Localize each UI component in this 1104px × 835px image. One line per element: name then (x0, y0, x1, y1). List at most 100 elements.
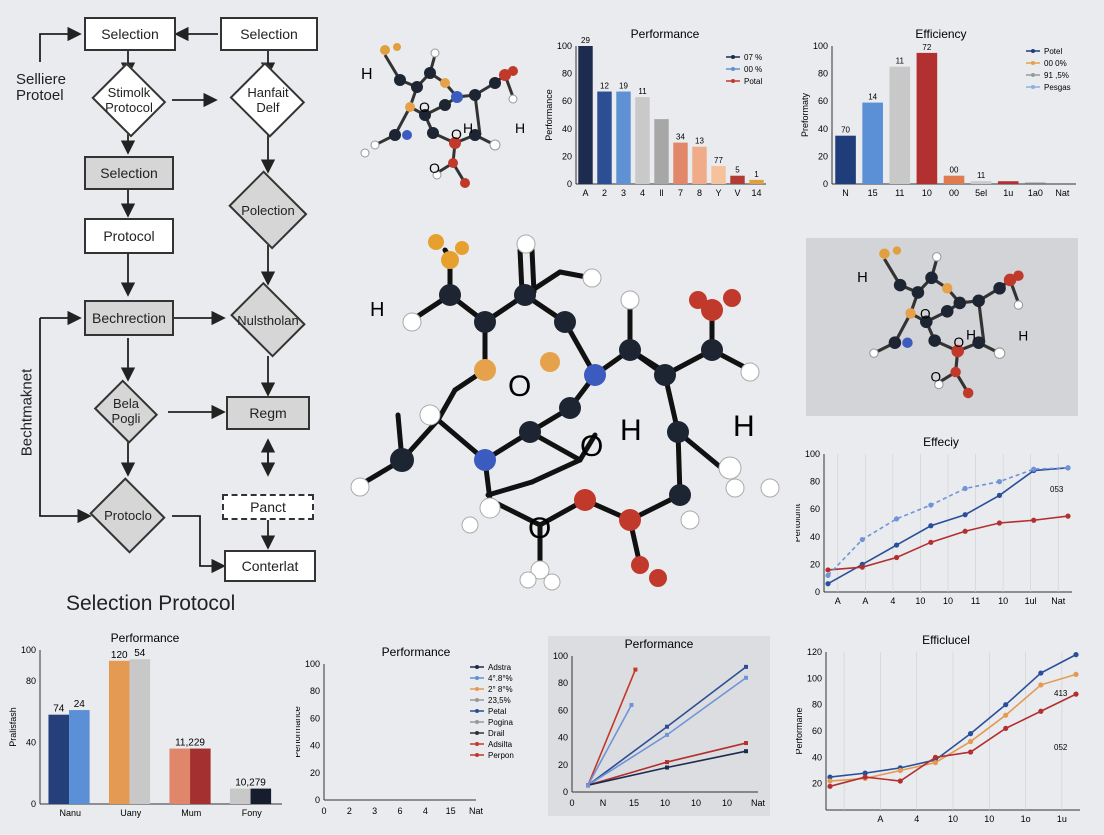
x-tick-label: A (582, 188, 588, 198)
y-tick-label: 0 (567, 179, 572, 189)
x-tick-label: V (734, 188, 740, 198)
molecule-small-top: H H H O O O (360, 43, 525, 188)
y-tick-label: 80 (558, 678, 568, 688)
flow-node-selection-2: Selection (220, 17, 318, 51)
legend-marker (1031, 85, 1035, 89)
x-tick-label: 10 (915, 596, 925, 606)
small-mol-h3: H (515, 120, 525, 136)
series-point (928, 539, 934, 545)
y-tick-label: 40 (558, 733, 568, 743)
legend-marker (731, 55, 735, 59)
y-tick-label: 80 (810, 477, 820, 487)
x-tick-label: 5el (975, 188, 987, 198)
y-axis-label: Preformaty (800, 92, 810, 137)
y-tick-label: 20 (558, 760, 568, 770)
x-tick-label: N (842, 188, 849, 198)
x-tick-label: 7 (678, 188, 683, 198)
x-tick-label: 0 (321, 806, 326, 816)
series-line-a (827, 467, 1069, 585)
legend-entry: Adstra (488, 663, 512, 672)
bar (970, 181, 992, 184)
series-point (893, 554, 900, 561)
series-point (1038, 708, 1044, 714)
series-point (744, 664, 748, 669)
flow-node-protoclo-label: Protoclo (104, 507, 152, 523)
series-point (825, 572, 831, 579)
flow-node-selection-3: Selection (84, 156, 174, 190)
bar (108, 660, 130, 804)
bar (578, 46, 593, 184)
legend-marker (1031, 73, 1035, 77)
x-tick-label: 15 (446, 806, 456, 816)
flow-node-protoclo: Protoclo (82, 474, 174, 556)
series-point (744, 675, 748, 680)
series-point (932, 760, 939, 766)
x-tick-label: 0 (569, 798, 574, 808)
y-tick-label: 60 (562, 96, 572, 106)
y-axis-label: Performane (796, 707, 804, 754)
x-tick-label: 4 (640, 188, 645, 198)
legend-entry: 00 % (744, 65, 762, 74)
y-tick-label: 20 (310, 768, 320, 778)
series-point (893, 542, 900, 548)
series-point (1003, 712, 1009, 718)
legend-entry: 91 ,5% (1044, 71, 1069, 80)
series-point (932, 754, 939, 760)
series-point (967, 738, 974, 745)
chart-efficiency-top: Efficiency 0 20 40 60 80 100 Preformaty 70 14 11 72… (796, 22, 1086, 202)
series-line-b (827, 515, 1069, 571)
bar-data-label: 12 (600, 82, 609, 91)
legend-entry: Adsilta (488, 740, 513, 749)
y-tick-label: 0 (815, 587, 820, 597)
bar (169, 748, 191, 804)
x-tick-label: 3 (621, 188, 626, 198)
bar-data-label: 5 (735, 166, 740, 175)
flow-node-panct: Panct (222, 494, 314, 520)
bar (916, 52, 938, 185)
flowchart: Selection Selection Stimolk Protocol Han… (0, 0, 340, 620)
x-tick-label: Uany (120, 808, 142, 818)
chart-efficiency-bottom: Efficlucel 20 40 60 80 100 120 Performane A 4 10 10… (794, 628, 1096, 830)
series-line-e (587, 669, 637, 786)
legend-entry: Perpon (488, 751, 514, 760)
bar-data-label: 13 (695, 137, 704, 146)
legend-marker (475, 687, 479, 691)
x-tick-label: ll (660, 188, 664, 198)
x-tick-label: 6 (397, 806, 402, 816)
x-tick-label: A (835, 596, 841, 606)
chart-performance-bottom-svg: Performance 0 40 80 100 Pralisfash 74 24 120 54 11… (8, 631, 282, 818)
bar-data-label: 11,229 (175, 738, 205, 749)
legend-entry: 4°.8°% (488, 674, 513, 683)
series-point (744, 749, 748, 754)
bar (616, 91, 631, 184)
bar-data-label: 24 (74, 699, 86, 710)
series-line-c (827, 467, 1069, 576)
legend-entry: 2° 8°% (488, 685, 513, 694)
x-tick-label: N (600, 798, 607, 808)
series-point (996, 492, 1003, 498)
series-point (962, 512, 968, 518)
flow-node-bechrection: Bechrection (84, 300, 174, 336)
molecule-right-panel: H H H O O O (806, 238, 1078, 416)
bar (69, 710, 90, 804)
series-point (1073, 652, 1079, 658)
y-tick-label: 100 (21, 645, 36, 655)
y-tick-label: 60 (818, 96, 828, 106)
flow-node-regm: Regm (226, 396, 310, 430)
y-tick-label: 0 (823, 179, 828, 189)
right-mol-o2: O (954, 335, 965, 350)
legend-marker (475, 753, 479, 757)
bar-data-label: 72 (922, 43, 931, 52)
small-mol-o2: O (451, 126, 462, 142)
x-tick-label: 10 (943, 596, 953, 606)
y-tick-label: 40 (26, 737, 36, 747)
x-tick-label: 11 (971, 596, 980, 606)
series-point (1038, 670, 1044, 676)
bar (190, 748, 211, 804)
series-point (827, 783, 833, 789)
series-point (665, 765, 669, 770)
series-point (928, 502, 934, 508)
series-point (827, 778, 833, 784)
y-tick-label: 100 (813, 41, 828, 51)
legend-entry: Petal (488, 707, 506, 716)
